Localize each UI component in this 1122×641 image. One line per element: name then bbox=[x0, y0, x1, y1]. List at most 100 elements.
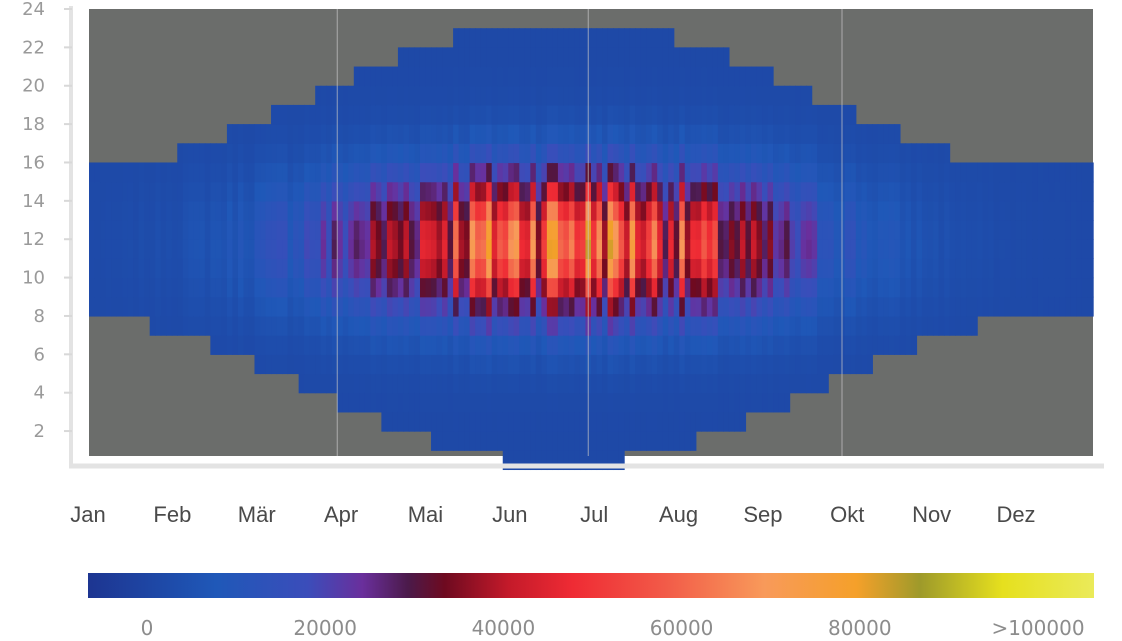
heatmap-cell bbox=[513, 373, 520, 394]
heatmap-cell bbox=[557, 181, 565, 202]
heatmap-cell bbox=[750, 104, 758, 125]
heatmap-cell bbox=[364, 277, 371, 298]
heatmap-cell bbox=[828, 239, 835, 259]
heatmap-cell bbox=[679, 200, 686, 221]
heatmap-cell bbox=[304, 239, 311, 259]
heatmap-cell bbox=[397, 143, 405, 164]
colorbar bbox=[88, 573, 1094, 598]
heatmap-cell bbox=[563, 162, 570, 183]
heatmap-cell bbox=[750, 335, 758, 355]
heatmap-cell bbox=[745, 258, 752, 279]
x-tick-label: Mär bbox=[238, 502, 276, 527]
heatmap-cell bbox=[651, 143, 658, 164]
heatmap-cell bbox=[750, 296, 758, 317]
heatmap-cell bbox=[591, 47, 598, 68]
heatmap-cell bbox=[784, 373, 791, 394]
heatmap-cell bbox=[315, 335, 322, 355]
heatmap-cell bbox=[811, 162, 818, 183]
heatmap-cell bbox=[513, 431, 520, 451]
heatmap-cell bbox=[397, 200, 405, 221]
heatmap-cell bbox=[1026, 181, 1033, 202]
heatmap-cell bbox=[557, 66, 565, 87]
heatmap-cell bbox=[464, 28, 471, 48]
heatmap-cell bbox=[94, 200, 101, 221]
heatmap-cell bbox=[679, 373, 686, 394]
heatmap-cell bbox=[795, 220, 802, 240]
heatmap-cell bbox=[1015, 296, 1022, 317]
x-tick-label: Apr bbox=[324, 502, 358, 527]
heatmap-cell bbox=[287, 143, 294, 164]
heatmap-cell bbox=[861, 239, 868, 259]
heatmap-cell bbox=[160, 239, 167, 259]
heatmap-cell bbox=[762, 162, 769, 183]
heatmap-cell bbox=[1004, 200, 1011, 221]
heatmap-cell bbox=[530, 354, 537, 375]
heatmap-cell bbox=[668, 85, 675, 106]
heatmap-cell bbox=[563, 143, 570, 164]
heatmap-cell bbox=[403, 85, 410, 106]
heatmap-cell bbox=[800, 335, 807, 355]
heatmap-cell bbox=[122, 239, 129, 259]
heatmap-cell bbox=[193, 239, 200, 259]
heatmap-cell bbox=[425, 143, 432, 164]
heatmap-cell bbox=[971, 277, 978, 298]
heatmap-cell bbox=[497, 392, 504, 413]
heatmap-cell bbox=[293, 104, 300, 125]
heatmap-cell bbox=[728, 85, 736, 106]
heatmap-cell bbox=[690, 181, 697, 202]
heatmap-cell bbox=[982, 296, 989, 317]
heatmap-cell bbox=[739, 296, 747, 317]
heatmap-cell bbox=[326, 124, 333, 144]
heatmap-cell bbox=[811, 315, 818, 336]
heatmap-cell bbox=[1015, 220, 1022, 240]
heatmap-cell bbox=[497, 258, 504, 279]
heatmap-cell bbox=[872, 124, 879, 144]
heatmap-cell bbox=[408, 104, 416, 125]
heatmap-cell bbox=[773, 335, 780, 355]
heatmap-cell bbox=[695, 315, 702, 336]
heatmap-cell bbox=[613, 47, 620, 68]
heatmap-cell bbox=[315, 124, 322, 144]
heatmap-cell bbox=[701, 258, 708, 279]
heatmap-cell bbox=[480, 181, 487, 202]
heatmap-cell bbox=[535, 258, 542, 279]
heatmap-cell bbox=[568, 450, 576, 471]
heatmap-cell bbox=[497, 315, 504, 336]
heatmap-cell bbox=[607, 47, 614, 68]
heatmap-cell bbox=[442, 239, 449, 259]
heatmap-cell bbox=[1048, 277, 1055, 298]
heatmap-cell bbox=[265, 220, 272, 240]
heatmap-cell bbox=[855, 220, 862, 240]
heatmap-cell bbox=[717, 85, 724, 106]
heatmap-cell bbox=[408, 277, 416, 298]
heatmap-cell bbox=[1037, 220, 1044, 240]
heatmap-cell bbox=[1015, 200, 1022, 221]
heatmap-cell bbox=[392, 124, 399, 144]
heatmap-cell bbox=[888, 181, 896, 202]
heatmap-cell bbox=[624, 373, 631, 394]
heatmap-cell bbox=[375, 66, 382, 87]
heatmap-cell bbox=[646, 124, 653, 144]
heatmap-cell bbox=[497, 296, 504, 317]
heatmap-cell bbox=[938, 277, 945, 298]
heatmap-cell bbox=[690, 47, 697, 68]
heatmap-cell bbox=[866, 143, 873, 164]
heatmap-cell bbox=[745, 220, 752, 240]
heatmap-cell bbox=[425, 85, 432, 106]
heatmap-cell bbox=[668, 258, 675, 279]
heatmap-cell bbox=[138, 220, 145, 240]
heatmap-cell bbox=[188, 277, 195, 298]
heatmap-cell bbox=[784, 315, 791, 336]
heatmap-cell bbox=[993, 277, 1000, 298]
heatmap-cell bbox=[403, 181, 410, 202]
heatmap-cell bbox=[315, 143, 322, 164]
heatmap-cell bbox=[1037, 181, 1044, 202]
heatmap-cell bbox=[635, 200, 642, 221]
heatmap-cell bbox=[502, 47, 509, 68]
heatmap-cell bbox=[877, 124, 884, 144]
heatmap-cell bbox=[144, 277, 151, 298]
heatmap-cell bbox=[546, 28, 553, 48]
heatmap-cell bbox=[673, 296, 680, 317]
heatmap-cell bbox=[166, 315, 173, 336]
heatmap-cell bbox=[397, 104, 405, 125]
